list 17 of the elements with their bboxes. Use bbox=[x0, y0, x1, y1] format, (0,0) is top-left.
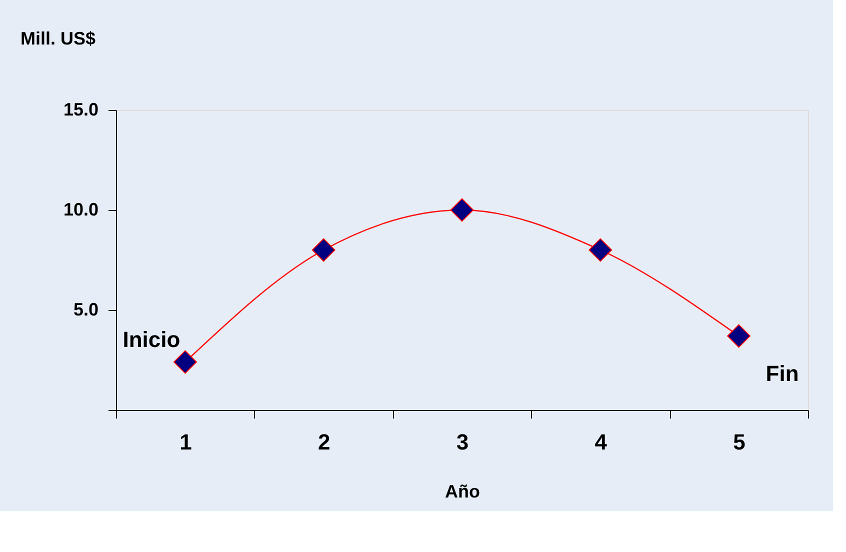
x-axis-title: Año bbox=[445, 482, 480, 502]
y-tick-label: 5.0 bbox=[73, 300, 98, 320]
point bbox=[174, 350, 197, 374]
annotation: Inicio bbox=[122, 327, 180, 352]
annotation: Fin bbox=[766, 361, 799, 386]
y-tick-label: 15.0 bbox=[63, 100, 98, 120]
point bbox=[727, 324, 750, 348]
x-tick-label: 2 bbox=[318, 430, 330, 454]
point bbox=[312, 238, 336, 262]
x-tick-label: 3 bbox=[456, 430, 469, 454]
y-tick-label: 10.0 bbox=[63, 200, 98, 220]
x-tick-label: 1 bbox=[180, 430, 192, 454]
point bbox=[450, 198, 474, 222]
point bbox=[588, 238, 612, 262]
x-tick-label: 5 bbox=[733, 430, 746, 454]
x-tick-label: 4 bbox=[594, 430, 608, 454]
y-axis-title: Mill. US$ bbox=[20, 28, 96, 48]
